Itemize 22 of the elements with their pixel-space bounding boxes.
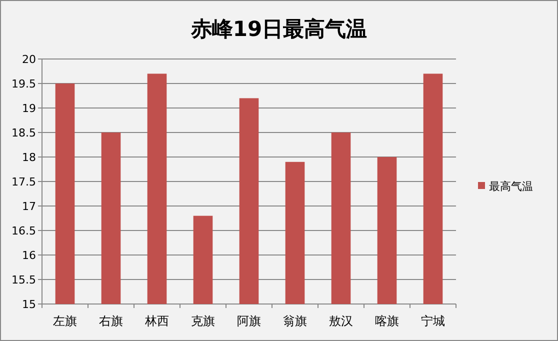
x-tick-label: 阿旗	[237, 314, 261, 328]
y-tick-label: 19	[22, 102, 36, 115]
x-tick-label: 喀旗	[375, 314, 399, 328]
y-tick-label: 17	[22, 200, 36, 213]
x-tick-label: 克旗	[191, 314, 215, 328]
y-tick-label: 20	[22, 53, 36, 66]
legend-label: 最高气温	[489, 180, 533, 193]
x-tick-label: 左旗	[53, 314, 77, 328]
y-tick-label: 19.5	[12, 78, 36, 90]
y-tick-label: 18.5	[12, 126, 36, 140]
x-tick-label: 敖汉	[329, 314, 353, 328]
y-tick-label: 15.5	[12, 274, 36, 286]
x-tick-label: 右旗	[99, 314, 123, 328]
y-tick-label: 16.5	[12, 224, 36, 238]
y-tick-label: 17.5	[12, 176, 36, 188]
y-tick-label: 18	[22, 151, 36, 164]
x-tick-label: 宁城	[421, 314, 445, 328]
chart-title: 赤峰19日最高气温	[190, 17, 368, 41]
x-tick-label: 林西	[144, 314, 169, 328]
y-tick-label: 16	[22, 249, 36, 262]
y-tick-label: 15	[22, 298, 36, 311]
x-tick-label: 翁旗	[283, 314, 307, 328]
